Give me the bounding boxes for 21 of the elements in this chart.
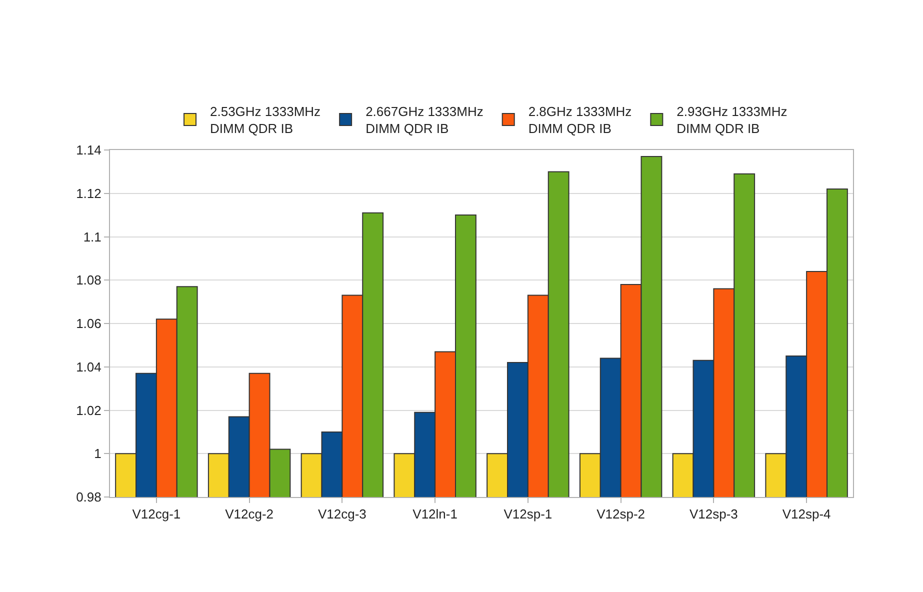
legend-label: 2.667GHz 1333MHz DIMM QDR IB xyxy=(366,104,484,136)
x-tick-label: V12sp-4 xyxy=(782,506,831,522)
legend-label: 2.53GHz 1333MHz DIMM QDR IB xyxy=(210,104,321,136)
y-tick-label: 1.14 xyxy=(76,142,102,158)
x-tick-label: V12ln-1 xyxy=(412,506,458,522)
y-tick-label: 1 xyxy=(94,446,102,462)
legend-label: 2.8GHz 1333MHz DIMM QDR IB xyxy=(528,104,632,136)
y-tick-label: 1.12 xyxy=(76,186,102,201)
y-tick-label: 0.98 xyxy=(76,490,102,505)
y-tick-label: 1.02 xyxy=(76,402,102,418)
legend-label: 2.93GHz 1333MHz DIMM QDR IB xyxy=(676,104,788,136)
x-tick-label: V12sp-1 xyxy=(504,506,552,522)
y-tick-label: 1.1 xyxy=(83,229,102,244)
y-tick-label: 1.06 xyxy=(76,316,102,332)
x-tick-label: V12cg-1 xyxy=(132,506,181,522)
x-tick-label: V12sp-3 xyxy=(689,506,738,522)
x-tick-label: V12cg-2 xyxy=(225,506,274,522)
x-tick-label: V12sp-2 xyxy=(596,506,646,522)
y-tick-label: 1.04 xyxy=(76,359,102,374)
y-tick-label: 1.08 xyxy=(76,272,102,288)
x-tick-label: V12cg-3 xyxy=(318,506,366,522)
